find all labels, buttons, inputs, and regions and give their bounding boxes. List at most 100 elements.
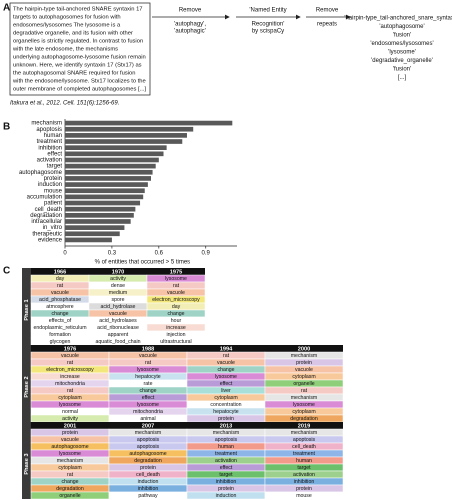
word: apparent: [108, 332, 129, 338]
word: rate: [144, 381, 153, 387]
word: cytoplasm: [58, 395, 81, 401]
bar: [65, 200, 141, 206]
word: cell_death: [292, 444, 316, 450]
y-tick-label: induction: [38, 182, 62, 188]
word: day: [56, 276, 65, 282]
y-tick-label: degradation: [30, 213, 62, 219]
word: hour: [171, 318, 182, 324]
year-label: 2007: [142, 423, 154, 429]
word: inhibition: [294, 479, 315, 485]
x-axis-title: % of entities that occurred > 5 times: [95, 260, 191, 266]
word: mechanism: [135, 430, 162, 436]
bar: [65, 212, 134, 218]
bar: [65, 120, 233, 126]
abstract-line: with the endosome/lysosome. Stx17 locali…: [12, 79, 146, 85]
step-label: 'Named Entity: [249, 8, 286, 14]
abstract-line: underlying autophagosome-lysosome fusion…: [13, 55, 146, 61]
word: injection: [166, 332, 185, 338]
word: induction: [138, 479, 159, 485]
year-label: 2019: [298, 423, 310, 429]
word: mechanism: [291, 430, 318, 436]
bar: [65, 169, 153, 175]
result-item: 'fusion': [393, 33, 411, 39]
word: effect: [142, 395, 155, 401]
bar: [65, 145, 167, 151]
abstract-line: degradative organelle, and its fusion wi…: [13, 31, 133, 37]
word: vacuole: [61, 353, 79, 359]
word: protein: [296, 360, 312, 366]
year-label: 1976: [64, 346, 76, 352]
word: protein: [218, 416, 234, 422]
word: rat: [67, 472, 74, 478]
word: activity: [110, 276, 126, 282]
word: lysosome: [137, 402, 159, 408]
y-tick-label: human: [44, 133, 62, 139]
word: mechanism: [57, 458, 84, 464]
word: rat: [57, 283, 64, 289]
word: cytoplasm: [292, 409, 315, 415]
phase-label: Phase 3: [24, 453, 30, 474]
y-tick-label: target: [47, 164, 63, 170]
word: day: [172, 304, 181, 310]
word-cell: [264, 491, 344, 500]
word: inhibition: [216, 479, 237, 485]
word: animal: [140, 416, 155, 422]
y-tick-label: inhibition: [38, 145, 62, 151]
x-tick-label: 0.9: [202, 251, 211, 257]
bar: [65, 126, 194, 132]
word: target: [297, 465, 311, 471]
word: acid_ribonuclease: [97, 325, 139, 331]
word: vacuole: [109, 311, 127, 317]
y-tick-label: cell_death: [35, 207, 62, 213]
word: rat: [173, 283, 180, 289]
word: aquatic_food_chain: [96, 339, 141, 345]
word: degradation: [134, 458, 162, 464]
step-label: Remove: [316, 8, 339, 14]
result-item: 'lysosome': [388, 50, 416, 56]
word: organelle: [293, 381, 314, 387]
phase-label: Phase 1: [24, 299, 30, 320]
word: vacuole: [51, 290, 69, 296]
phase-strip: [22, 268, 31, 345]
y-tick-label: mouse: [44, 188, 63, 194]
word: normal: [62, 409, 78, 415]
x-tick-label: 0: [63, 251, 67, 257]
word: cytoplasm: [58, 465, 81, 471]
abstract-line: The hairpin-type tail-anchored SNARE syn…: [13, 7, 143, 13]
word: degradation: [290, 416, 318, 422]
word: hepatocyte: [135, 374, 160, 380]
y-tick-label: mechanism: [31, 121, 62, 127]
phase-label: Phase 2: [24, 376, 30, 397]
word: vacuole: [139, 353, 157, 359]
word: apoptosis: [293, 437, 316, 443]
word: acid_hydrolases: [99, 318, 137, 324]
word: protein: [296, 486, 312, 492]
word: change: [139, 388, 156, 394]
phase-strip: [22, 345, 31, 422]
step-label: 'autophagy',: [174, 22, 206, 28]
word: protein: [62, 430, 78, 436]
word: inhibition: [138, 486, 159, 492]
y-tick-label: treatment: [37, 139, 63, 145]
word: cytoplasm: [292, 374, 315, 380]
word: rat: [67, 388, 74, 394]
y-tick-label: protein: [44, 176, 62, 182]
word: cell_death: [136, 472, 160, 478]
word: vacuole: [61, 437, 79, 443]
word: hepatocyte: [213, 409, 238, 415]
word: treatment: [293, 451, 315, 457]
word: autophagosome: [51, 444, 88, 450]
word: acid_hydrolase: [101, 304, 136, 310]
year-label: 2000: [298, 346, 310, 352]
word: medium: [109, 290, 127, 296]
word: activation: [215, 458, 237, 464]
word: vacuole: [167, 290, 185, 296]
word: lysosome: [59, 451, 81, 457]
word: activation: [293, 472, 315, 478]
word: concentration: [210, 402, 241, 408]
abstract-line: targets to autophagosomes for fusion wit…: [13, 15, 121, 21]
y-tick-label: evidence: [38, 238, 63, 244]
y-tick-label: activation: [37, 158, 62, 164]
word: change: [167, 311, 184, 317]
